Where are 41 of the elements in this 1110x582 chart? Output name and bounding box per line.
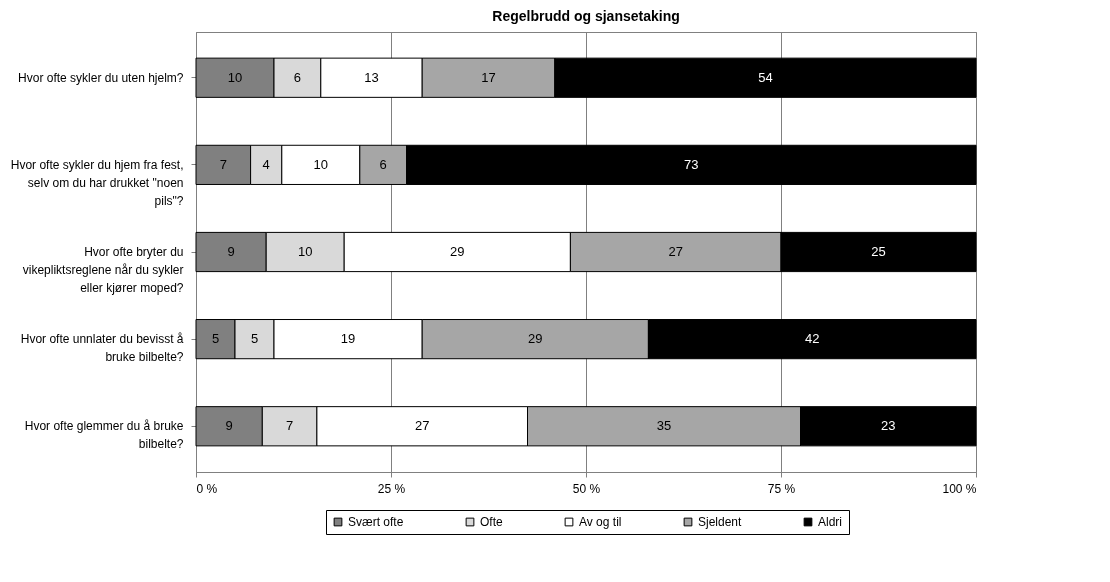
data-label: 73 bbox=[684, 156, 699, 172]
y-tick-label: Hvor ofte sykler du hjem fra fest, selv om du har drukket "noen pils"? bbox=[10, 157, 184, 208]
y-tick-label: Hvor ofte glemmer du å bruke bilbelte? bbox=[24, 419, 184, 452]
data-label: 5 bbox=[250, 331, 259, 347]
data-label: 23 bbox=[881, 418, 896, 434]
data-label: 17 bbox=[481, 69, 496, 85]
data-label: 5 bbox=[211, 331, 220, 347]
x-tick-label: 100 % bbox=[942, 481, 977, 496]
data-label: 19 bbox=[340, 331, 356, 347]
data-label: 9 bbox=[225, 418, 233, 434]
y-tick-label: Hvor ofte sykler du uten hjelm? bbox=[18, 70, 184, 85]
data-label: 29 bbox=[450, 244, 465, 259]
data-label: 7 bbox=[219, 156, 227, 172]
chart-title: Regelbrudd og sjansetaking bbox=[492, 8, 680, 24]
data-label: 10 bbox=[313, 156, 329, 172]
x-tick-label: 50 % bbox=[572, 481, 601, 496]
data-label: 10 bbox=[297, 244, 313, 259]
legend-label: Ofte bbox=[480, 515, 503, 529]
data-label: 10 bbox=[227, 69, 243, 85]
data-label: 6 bbox=[379, 156, 387, 172]
data-label: 7 bbox=[285, 418, 294, 434]
data-label: 25 bbox=[871, 244, 886, 259]
legend-label: Svært ofte bbox=[348, 515, 404, 529]
data-label: 42 bbox=[804, 331, 820, 347]
legend-label: Aldri bbox=[818, 515, 843, 529]
data-label: 4 bbox=[262, 156, 270, 172]
data-label: 13 bbox=[364, 69, 379, 85]
y-tick-label: Hvor ofte bryter du vikepliktsreglene når du sykler eller kjører moped? bbox=[22, 245, 184, 295]
data-label: 27 bbox=[668, 244, 683, 259]
data-label: 54 bbox=[758, 69, 773, 85]
data-label: 29 bbox=[528, 331, 543, 347]
x-tick-label: 25 % bbox=[377, 481, 406, 496]
data-label: 27 bbox=[414, 418, 430, 434]
y-tick-label: Hvor ofte unnlater du bevisst å bruke bilbelte? bbox=[20, 332, 184, 365]
x-tick-label: 75 % bbox=[767, 481, 796, 496]
legend-label: Av og til bbox=[579, 515, 622, 529]
x-tick-label: 0 % bbox=[196, 481, 218, 496]
data-label: 35 bbox=[656, 418, 672, 434]
data-label: 6 bbox=[293, 69, 302, 85]
legend-label: Sjeldent bbox=[698, 515, 743, 529]
data-label: 9 bbox=[227, 244, 235, 259]
